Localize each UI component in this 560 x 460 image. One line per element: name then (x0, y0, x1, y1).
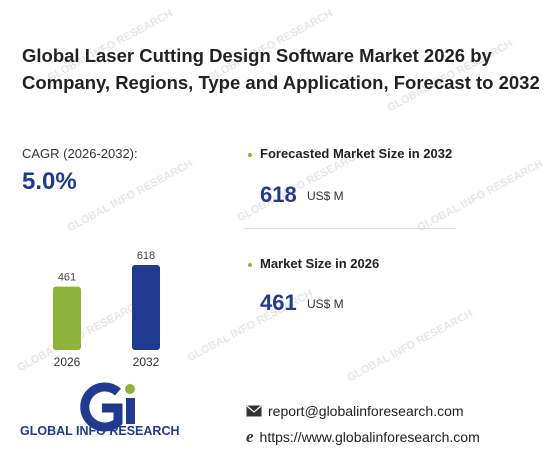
email-link[interactable]: report@globalinforesearch.com (268, 403, 464, 419)
browser-e-icon: e (246, 427, 254, 446)
website-link[interactable]: https://www.globalinforesearch.com (259, 429, 480, 445)
contact-email[interactable]: report@globalinforesearch.com (246, 403, 464, 419)
forecast-label: Forecasted Market Size in 2032 (260, 146, 453, 161)
bar-category-label: 2026 (54, 355, 81, 369)
watermark-text: GLOBAL INFO RESEARCH (65, 157, 195, 235)
page-title: Global Laser Cutting Design Software Mar… (22, 45, 540, 93)
cagr-value: 5.0% (22, 168, 77, 195)
bar-chart: 461 2026 618 2032 (53, 250, 160, 369)
bar-2032 (132, 265, 160, 350)
bullet-icon (248, 263, 252, 267)
brand-name: GLOBAL INFO RESEARCH (20, 424, 180, 438)
market-size-value: 461 (260, 290, 297, 315)
divider (244, 228, 456, 229)
bar-value-label: 618 (137, 250, 155, 262)
bar-category-label: 2032 (133, 355, 160, 369)
cagr-label: CAGR (2026-2032): (22, 146, 138, 161)
market-size-unit: US$ M (307, 297, 344, 311)
bar-2026 (53, 286, 81, 350)
logo: GLOBAL INFO RESEARCH (20, 382, 190, 447)
forecast-unit: US$ M (307, 189, 344, 203)
market-size-label: Market Size in 2026 (260, 256, 380, 271)
watermark-text: GLOBAL INFO RESEARCH (345, 307, 475, 385)
logo-mark-icon (80, 382, 135, 432)
bar-value-label: 461 (58, 272, 76, 284)
forecast-value: 618 (260, 182, 297, 207)
watermark-text: GLOBAL INFO RESEARCH (415, 157, 545, 235)
envelope-icon (246, 405, 262, 417)
bullet-icon (248, 153, 252, 157)
contact-website[interactable]: e https://www.globalinforesearch.com (246, 427, 480, 447)
